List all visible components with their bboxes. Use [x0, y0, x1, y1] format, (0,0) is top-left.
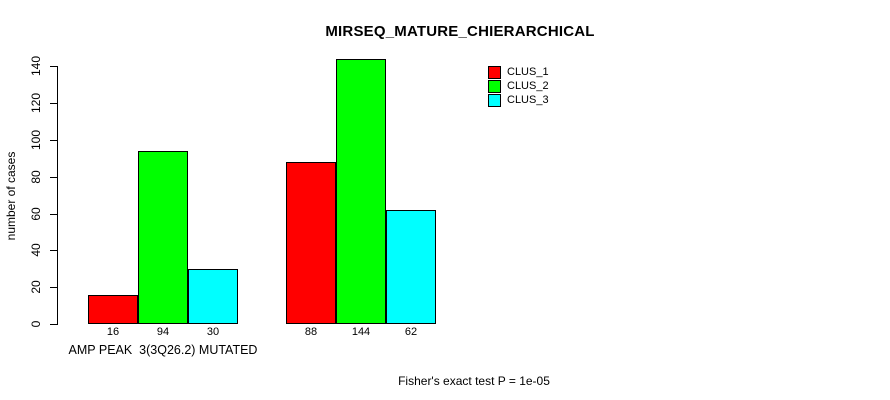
y-tick-mark — [50, 324, 57, 325]
bar-clus_2 — [336, 59, 386, 324]
bar-clus_3 — [386, 210, 436, 324]
y-tick-mark — [50, 103, 57, 104]
bar-clus_1 — [88, 295, 138, 324]
x-category-label: AMP PEAK 3(3Q26.2) MUTATED — [68, 343, 258, 357]
y-tick-mark — [50, 66, 57, 67]
chart-title: MIRSEQ_MATURE_CHIERARCHICAL — [325, 23, 595, 40]
footnote-pvalue: Fisher's exact test P = 1e-05 — [398, 374, 550, 388]
legend-swatch-clus_3 — [488, 94, 501, 107]
legend-label: CLUS_2 — [507, 80, 549, 92]
y-tick-mark — [50, 140, 57, 141]
bar-value-label: 94 — [156, 326, 170, 338]
y-tick-mark — [50, 214, 57, 215]
y-tick-label: 40 — [29, 243, 43, 257]
legend: CLUS_1 CLUS_2 CLUS_3 — [488, 66, 549, 108]
bar-value-label: 16 — [106, 326, 120, 338]
bar-value-label: 88 — [304, 326, 318, 338]
y-tick-label: 0 — [29, 320, 43, 328]
legend-row: CLUS_2 — [488, 80, 549, 93]
bar-value-label: 30 — [206, 326, 220, 338]
y-tick-label: 80 — [29, 170, 43, 184]
y-tick-mark — [50, 177, 57, 178]
legend-swatch-clus_2 — [488, 80, 501, 93]
y-tick-label: 100 — [29, 129, 43, 151]
bar-clus_1 — [286, 162, 336, 324]
legend-row: CLUS_3 — [488, 94, 549, 107]
bar-clus_2 — [138, 151, 188, 324]
y-tick-label: 20 — [29, 280, 43, 294]
y-axis-line — [57, 66, 58, 325]
bar-clus_3 — [188, 269, 238, 324]
legend-swatch-clus_1 — [488, 66, 501, 79]
y-tick-label: 140 — [29, 55, 43, 77]
legend-row: CLUS_1 — [488, 66, 549, 79]
y-tick-label: 120 — [29, 92, 43, 114]
bar-value-label: 144 — [351, 326, 371, 338]
y-axis-title: number of cases — [4, 151, 18, 241]
y-tick-label: 60 — [29, 207, 43, 221]
bar-value-label: 62 — [404, 326, 418, 338]
y-tick-mark — [50, 287, 57, 288]
y-tick-mark — [50, 250, 57, 251]
legend-label: CLUS_3 — [507, 94, 549, 106]
legend-label: CLUS_1 — [507, 66, 549, 78]
